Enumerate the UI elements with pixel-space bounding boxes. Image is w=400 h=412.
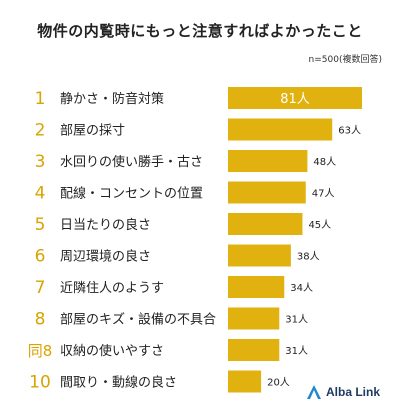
bar [228, 87, 362, 109]
value-label: 20人 [267, 377, 290, 389]
bar [228, 276, 285, 298]
bar [228, 244, 291, 267]
brand-logo: Alba Link [306, 384, 380, 400]
chart-title: 物件の内覧時にもっと注意すればよかったこと [37, 22, 363, 40]
rank-label: 8 [35, 310, 46, 330]
category-label: 周辺環境の良さ [60, 249, 151, 265]
value-label: 38人 [297, 251, 320, 263]
value-label: 63人 [338, 125, 361, 137]
brand-name: Alba Link [325, 385, 380, 399]
category-label: 部屋の採寸 [60, 124, 125, 139]
category-label: 静かさ・防音対策 [60, 91, 164, 107]
bar [228, 307, 280, 330]
category-label: 水回りの使い勝手・古さ [60, 154, 203, 170]
category-label: 日当たりの良さ [60, 217, 151, 233]
category-label: 近隣住人のようす [60, 280, 164, 296]
rank-label: 同8 [28, 342, 53, 360]
value-label: 47人 [312, 188, 335, 200]
value-label: 31人 [285, 345, 308, 357]
value-label: 48人 [313, 156, 336, 168]
rank-label: 2 [35, 121, 46, 141]
rank-label: 10 [29, 373, 51, 393]
category-label: 配線・コンセントの位置 [60, 186, 203, 202]
bar [228, 370, 262, 393]
value-label: 81人 [280, 92, 310, 107]
alba-link-logo-icon [306, 385, 321, 399]
rank-label: 1 [35, 89, 46, 109]
rank-label: 4 [35, 184, 46, 204]
bar [228, 181, 306, 204]
category-label: 部屋のキズ・設備の不具合 [60, 312, 216, 328]
bar [228, 118, 333, 141]
rank-label: 3 [35, 152, 46, 172]
bar [228, 339, 280, 361]
bar [228, 213, 303, 235]
rank-label: 5 [35, 215, 46, 235]
value-label: 31人 [285, 314, 308, 326]
rank-label: 7 [35, 278, 46, 298]
rank-label: 6 [35, 247, 46, 267]
bar [228, 150, 308, 172]
value-label: 45人 [308, 219, 331, 231]
value-label: 34人 [290, 282, 313, 294]
category-label: 間取り・動線の良さ [60, 375, 177, 391]
sample-note: n=500(複数回答) [308, 55, 382, 65]
category-label: 収納の使いやすさ [60, 343, 164, 359]
